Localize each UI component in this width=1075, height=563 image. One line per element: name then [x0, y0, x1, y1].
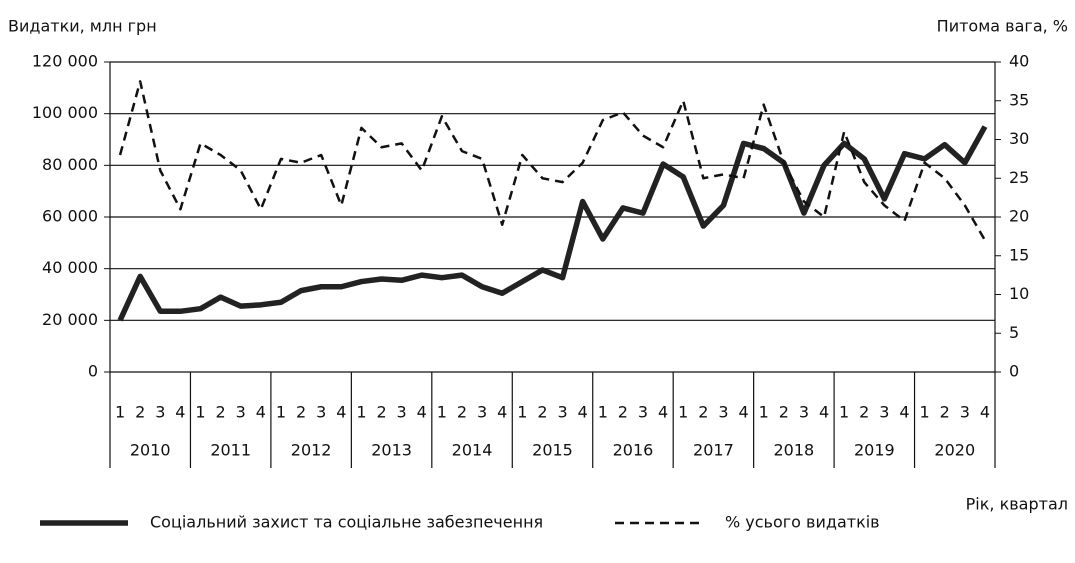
y-tick-label: 20 000: [42, 310, 98, 329]
x-tick-label: 2: [859, 403, 869, 422]
year-label: 2015: [532, 441, 573, 460]
x-tick-label: 1: [517, 403, 527, 422]
y-tick-label: 100 000: [32, 103, 98, 122]
x-tick-label: 4: [175, 403, 185, 422]
year-label: 2011: [210, 441, 251, 460]
x-tick-label: 2: [618, 403, 628, 422]
x-tick-label: 2: [135, 403, 145, 422]
x-tick-label: 3: [477, 403, 487, 422]
x-tick-label: 2: [296, 403, 306, 422]
year-label: 2018: [774, 441, 815, 460]
x-axis-label: Рік, квартал: [966, 495, 1068, 514]
x-tick-label: 1: [598, 403, 608, 422]
year-label: 2016: [613, 441, 654, 460]
year-label: 2019: [854, 441, 895, 460]
x-tick-label: 3: [236, 403, 246, 422]
series-line: [117, 125, 988, 322]
x-tick-label: 4: [899, 403, 909, 422]
y-tick-label: 0: [88, 362, 98, 381]
y2-tick-label: 35: [1009, 90, 1029, 109]
x-tick-label: 3: [397, 403, 407, 422]
x-tick-label: 2: [537, 403, 547, 422]
x-tick-label: 4: [578, 403, 588, 422]
series-line: [118, 80, 987, 241]
y-tick-label: 120 000: [32, 52, 98, 71]
y2-tick-label: 10: [1009, 284, 1029, 303]
x-tick-label: 3: [557, 403, 567, 422]
x-tick-label: 1: [356, 403, 366, 422]
year-label: 2017: [693, 441, 734, 460]
x-tick-label: 1: [437, 403, 447, 422]
x-tick-label: 1: [195, 403, 205, 422]
x-tick-label: 2: [376, 403, 386, 422]
x-tick-label: 3: [316, 403, 326, 422]
x-tick-label: 1: [920, 403, 930, 422]
y2-tick-label: 40: [1009, 52, 1029, 71]
x-tick-label: 4: [336, 403, 346, 422]
x-tick-label: 4: [819, 403, 829, 422]
x-tick-label: 3: [799, 403, 809, 422]
x-tick-label: 1: [678, 403, 688, 422]
y2-tick-label: 15: [1009, 245, 1029, 264]
x-tick-label: 4: [980, 403, 990, 422]
x-tick-label: 1: [276, 403, 286, 422]
x-tick-label: 1: [115, 403, 125, 422]
y2-axis-label: Питома вага, %: [937, 17, 1068, 36]
legend-label: % усього видатків: [725, 513, 880, 532]
y-tick-label: 40 000: [42, 258, 98, 277]
year-label: 2013: [371, 441, 412, 460]
x-tick-label: 2: [698, 403, 708, 422]
y2-tick-label: 25: [1009, 168, 1029, 187]
y-tick-label: 60 000: [42, 207, 98, 226]
x-tick-label: 4: [256, 403, 266, 422]
y2-tick-label: 30: [1009, 129, 1029, 148]
y2-tick-label: 20: [1009, 207, 1029, 226]
x-tick-label: 1: [839, 403, 849, 422]
x-tick-label: 1: [759, 403, 769, 422]
y-axis-label: Видатки, млн грн: [8, 17, 157, 36]
x-tick-label: 3: [155, 403, 165, 422]
y-tick-label: 80 000: [42, 155, 98, 174]
x-tick-label: 3: [879, 403, 889, 422]
x-tick-label: 2: [457, 403, 467, 422]
x-tick-label: 2: [216, 403, 226, 422]
year-label: 2014: [452, 441, 493, 460]
y2-tick-label: 0: [1009, 362, 1019, 381]
year-label: 2012: [291, 441, 332, 460]
year-label: 2020: [934, 441, 975, 460]
x-tick-label: 3: [718, 403, 728, 422]
x-tick-label: 2: [779, 403, 789, 422]
x-tick-label: 4: [738, 403, 748, 422]
x-tick-label: 4: [417, 403, 427, 422]
legend-label: Соціальний захист та соціальне забезпече…: [150, 513, 543, 532]
y2-tick-label: 5: [1009, 323, 1019, 342]
x-tick-label: 3: [960, 403, 970, 422]
x-tick-label: 4: [497, 403, 507, 422]
x-tick-label: 3: [638, 403, 648, 422]
x-tick-label: 4: [658, 403, 668, 422]
year-label: 2010: [130, 441, 171, 460]
x-tick-label: 2: [940, 403, 950, 422]
